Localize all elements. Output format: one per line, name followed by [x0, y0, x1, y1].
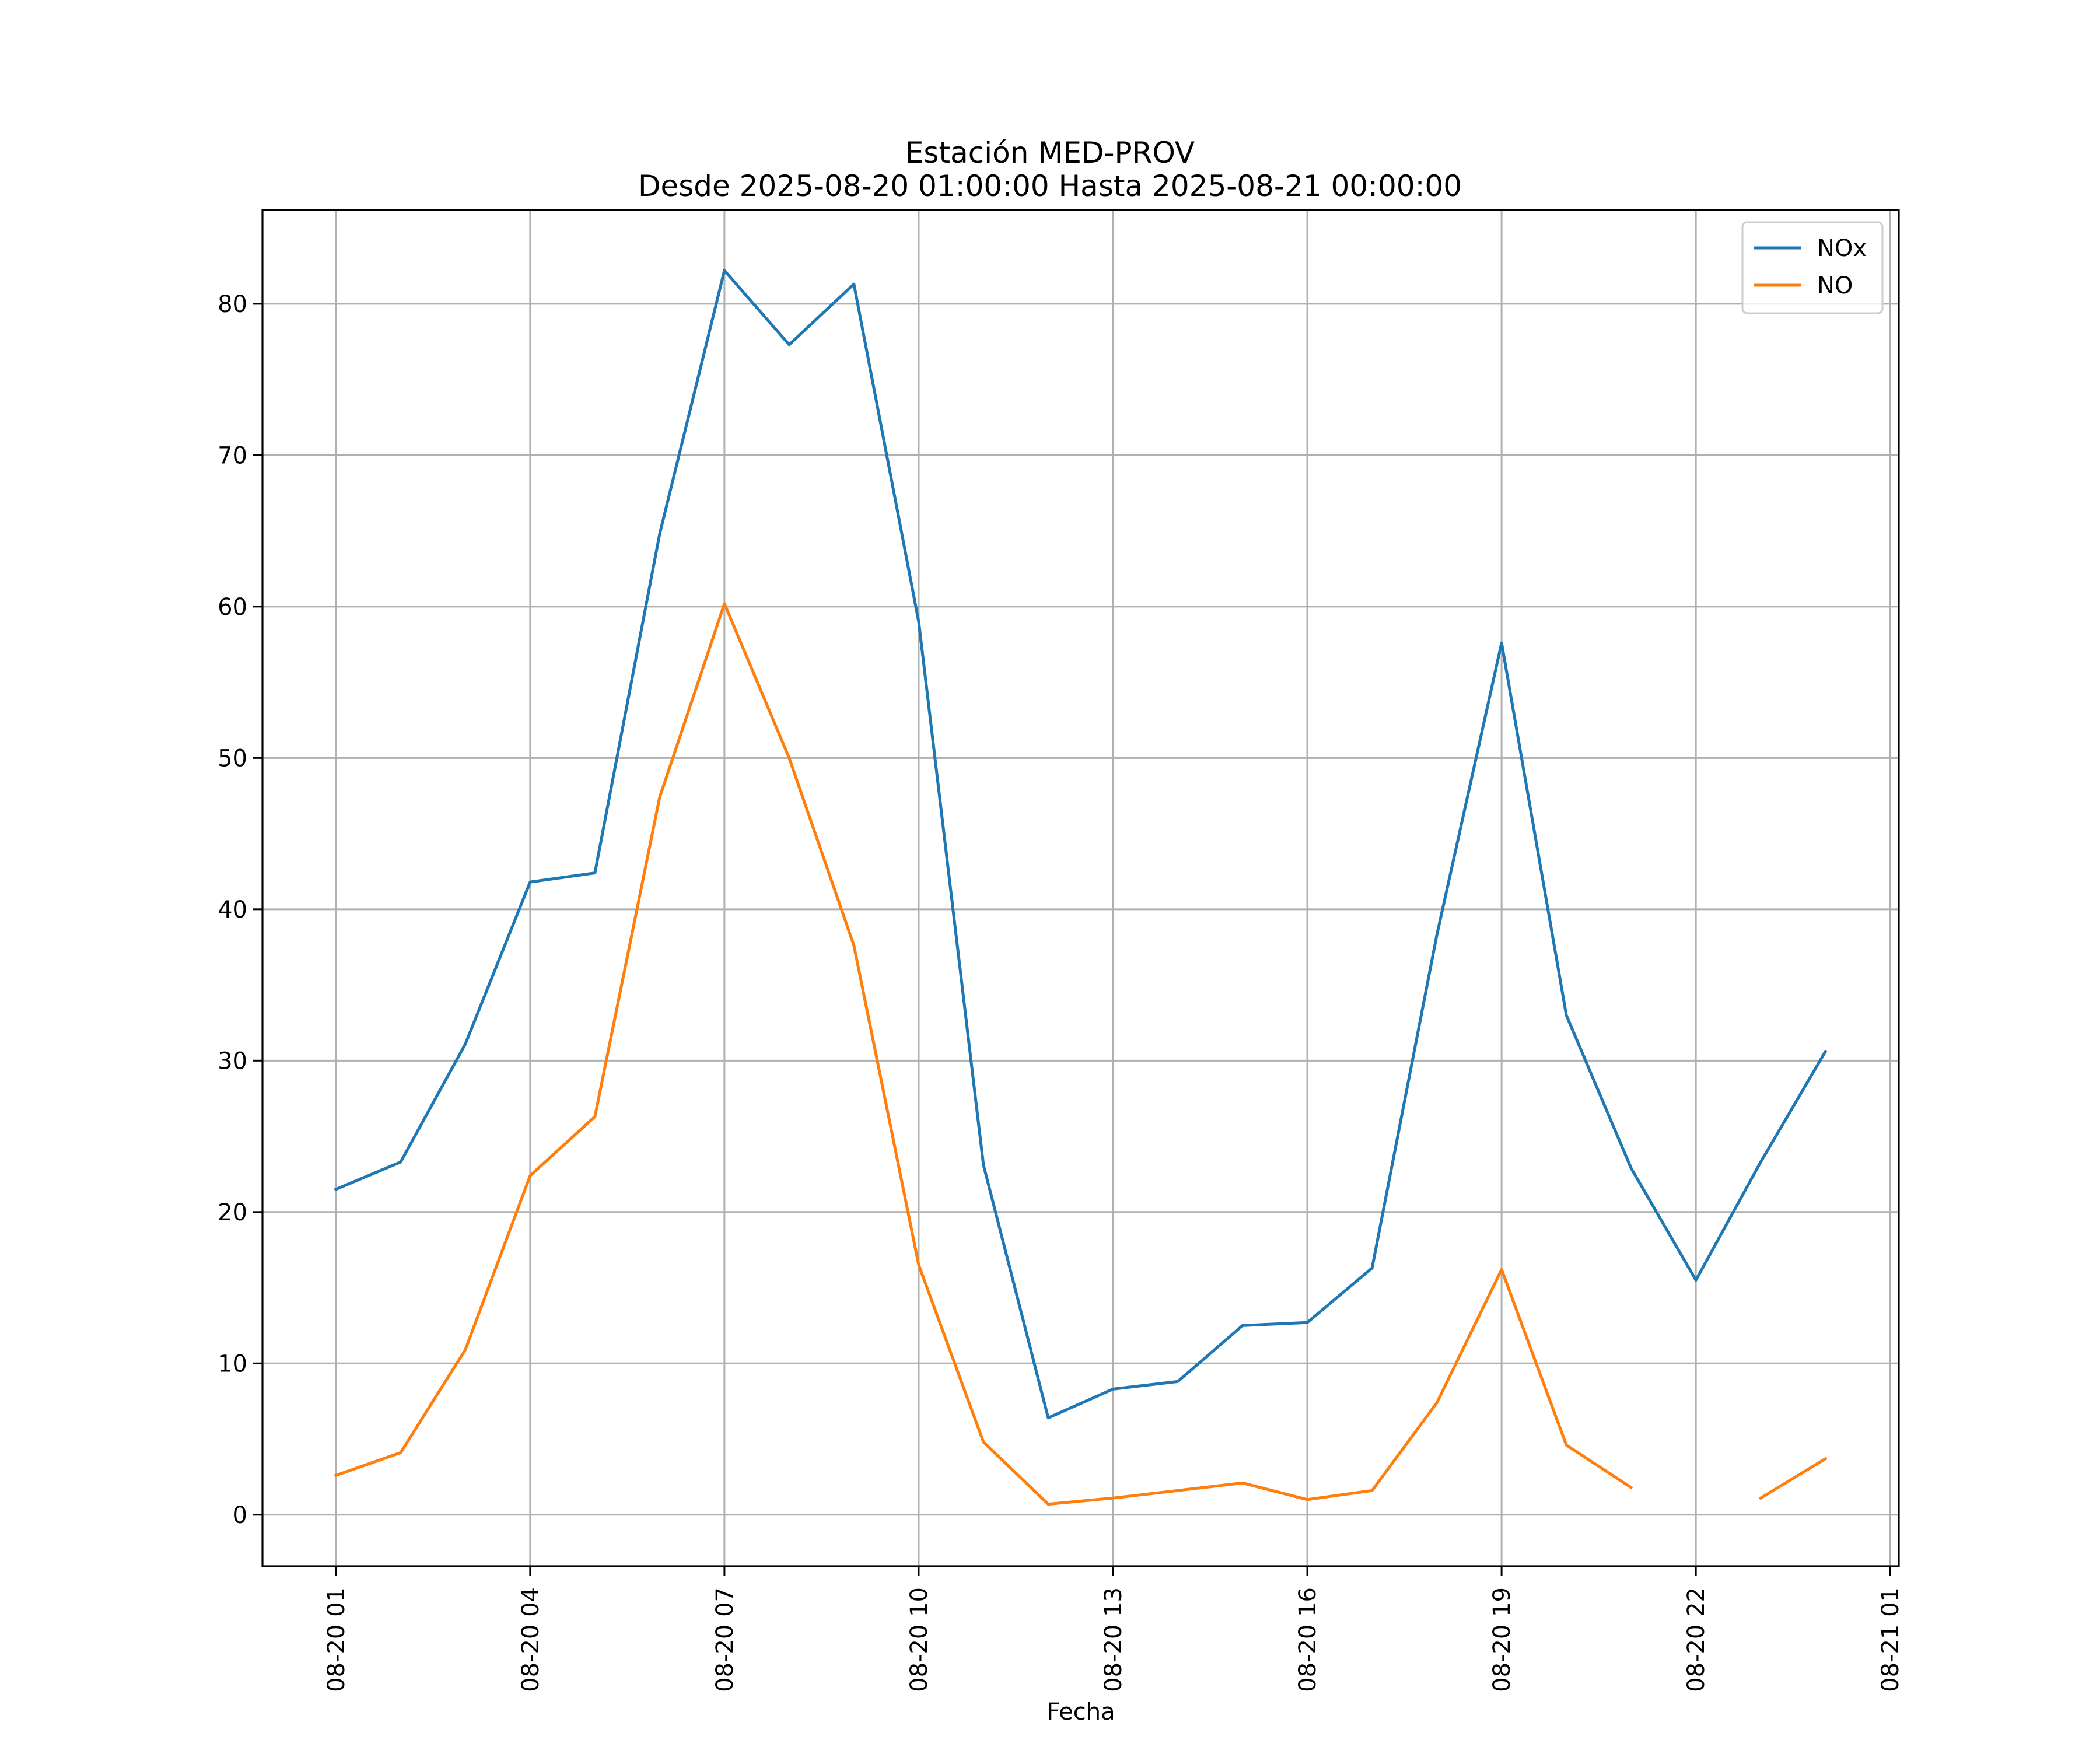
y-tick-label: 0 [233, 1502, 247, 1529]
legend-label: NO [1817, 272, 1853, 299]
legend: NOx NO [1741, 221, 1884, 314]
y-tick-label: 30 [218, 1048, 247, 1074]
series-line [1758, 1457, 1828, 1500]
legend-label: NOx [1817, 235, 1867, 262]
plot-frame [261, 209, 1900, 1567]
series-nox [334, 269, 1828, 1420]
y-tick-label: 20 [218, 1199, 247, 1226]
x-tick-label: 08-20 04 [517, 1587, 544, 1692]
x-tick-label: 08-20 22 [1683, 1587, 1710, 1692]
axis-ticks: 08-20 01 08-20 04 08-20 07 08-20 10 08-20 13… [218, 291, 1904, 1692]
series-no [334, 602, 1828, 1506]
x-axis-label: Fecha [1046, 1699, 1115, 1726]
series-line [334, 602, 1633, 1506]
series-group [334, 269, 1828, 1506]
x-tick-label: 08-20 13 [1100, 1587, 1127, 1692]
grid [262, 210, 1899, 1566]
x-tick-label: 08-20 10 [906, 1587, 933, 1692]
y-tick-label: 60 [218, 594, 247, 621]
x-tick-label: 08-20 16 [1294, 1587, 1321, 1692]
y-tick-label: 10 [218, 1350, 247, 1377]
series-line [334, 269, 1828, 1420]
y-tick-label: 40 [218, 897, 247, 923]
x-tick-label: 08-20 07 [712, 1587, 738, 1692]
y-tick-label: 80 [218, 291, 247, 318]
chart-subtitle: Desde 2025-08-20 01:00:00 Hasta 2025-08-… [638, 169, 1462, 203]
x-tick-label: 08-21 01 [1877, 1587, 1904, 1692]
x-tick-label: 08-20 01 [323, 1587, 350, 1692]
y-tick-label: 50 [218, 745, 247, 772]
y-tick-label: 70 [218, 442, 247, 469]
legend-box [1741, 221, 1884, 314]
x-tick-label: 08-20 19 [1489, 1587, 1516, 1692]
chart-title: Estación MED-PROV [905, 136, 1195, 170]
